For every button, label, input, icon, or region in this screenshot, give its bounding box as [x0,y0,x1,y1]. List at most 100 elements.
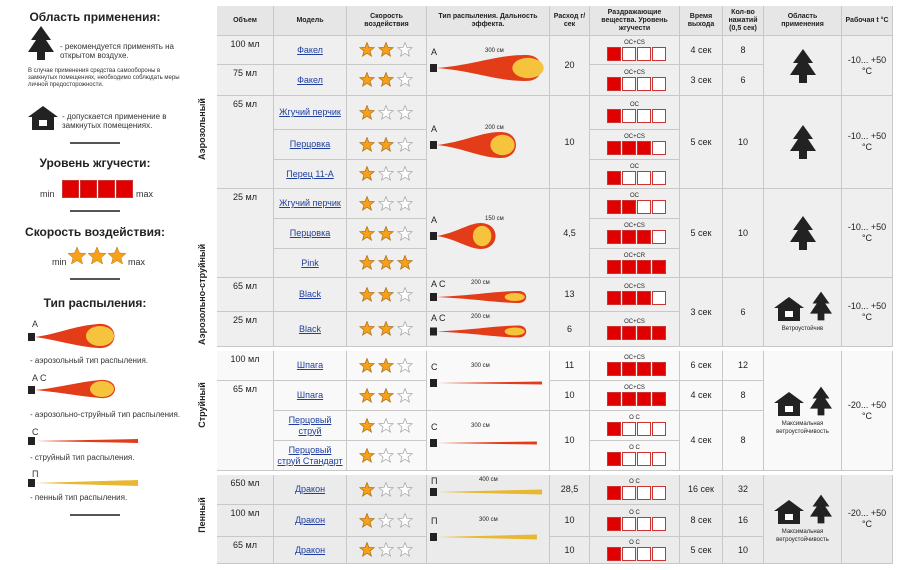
legend-aerosol-text: - аэрозольный тип распыления. [30,356,148,365]
header-presses: Кол-во нажатий (0,5 сек) [723,6,764,36]
substance-label: O C [629,445,640,451]
tree-icon [789,216,816,250]
header-temp: Рабочая t °C [842,6,893,36]
time-cell: 4 сек [680,36,723,65]
model-link[interactable]: Перцовка [289,139,331,149]
time-cell: 3 сек [680,278,723,347]
volume-cell: 100 мл [217,351,274,381]
model-link[interactable]: Жгучий перчик [279,198,341,208]
tree-icon [789,125,816,159]
group-label-aerosol: Аэрозольный [197,98,207,160]
star-empty-icon [396,286,413,302]
aerosol-spray-icon [28,323,115,349]
model-cell: Black [274,278,347,312]
presses-cell: 10 [723,537,764,564]
foam-spray-icon [430,532,537,541]
star-rating [358,542,413,558]
area-note: Максимальная ветроустойчивость [776,529,829,543]
thickness-scale [607,422,666,436]
legend-speed-title: Скорость воздействия: [25,225,165,239]
spray-distance-label: 400 см [479,477,498,483]
legend-max: max [128,257,146,267]
model-link[interactable]: Перцовка [289,228,331,238]
model-link[interactable]: Факел [297,44,323,55]
model-link[interactable]: Шпага [296,390,324,400]
star-empty-icon [377,512,394,528]
speed-cell [347,130,427,160]
spray-distance-label: 300 см [471,423,490,429]
model-link[interactable]: Pink [301,257,319,268]
model-link[interactable]: Black [298,289,321,299]
star-empty-icon [396,387,413,403]
speed-cell [347,249,427,278]
substance-label: OC+CS [624,284,645,290]
spray-cell: A C 200 см [427,312,550,347]
model-link[interactable]: Перцовый струй Стандарт [277,444,343,466]
star-rating [358,136,413,152]
temp-cell: -20... +50 °C [842,475,893,564]
legend-aerojet-text: - аэрозольно-струйный тип распыления. [30,410,181,419]
thickness-scale [607,200,666,214]
substance-label: OC+CR [623,252,646,259]
consumption-cell: 20 [550,36,590,96]
spray-distance-label: 200 см [471,314,490,320]
house-icon [773,500,804,524]
model-link[interactable]: Black [298,323,321,334]
jet-spray-icon [28,437,138,445]
model-link[interactable]: Дракон [294,484,326,494]
legend-min: min [40,189,55,199]
header-speed: Скорость воздействия [347,6,427,36]
star-rating [358,481,413,497]
star-empty-icon [377,447,394,463]
model-link[interactable]: Перец 11-А [286,168,334,179]
group-spacer [217,347,893,351]
thickness-scale [607,46,666,61]
consumption-cell: 13 [550,278,590,312]
model-link[interactable]: Дракон [294,544,326,555]
star-empty-icon [396,195,413,211]
spray-distance-label: 300 см [485,48,504,54]
model-link[interactable]: Перцовый струй [288,414,332,436]
star-rating [358,42,413,58]
model-cell: Факел [274,65,347,96]
spray-distance-label: 200 см [471,280,490,286]
foam-spray-icon [28,479,138,487]
spray-cell: A 200 см [427,96,550,189]
model-link[interactable]: Шпага [296,360,324,370]
model-cell: Дракон [274,505,347,537]
model-link[interactable]: Дракон [294,515,326,525]
star-filled-icon [377,72,394,88]
spray-cell: A 300 см [427,36,550,96]
presses-cell: 16 [723,505,764,537]
house-icon [28,106,58,130]
model-link[interactable]: Факел [297,74,323,85]
temp-cell: -10... +50 °C [842,96,893,189]
spray-type-label: C [431,362,438,372]
spray-type-label: П [431,476,438,486]
presses-cell: 32 [723,475,764,505]
spray-distance-label: 300 см [479,516,498,523]
spray-type-label: П [431,515,438,526]
time-cell: 5 сек [680,537,723,564]
time-cell: 4 сек [680,411,723,471]
star-rating [358,195,413,211]
spray-distance-label: 200 см [485,124,504,131]
legend-thickness-scale [62,180,133,198]
thickness-scale [607,546,666,561]
substance-label: OC+CS [624,385,645,391]
presses-cell: 6 [723,65,764,96]
star-rating [358,417,413,433]
speed-cell [347,96,427,130]
spray-cell: П 400 см [427,475,550,505]
star-filled-icon [358,286,375,302]
volume-cell: 100 мл [217,36,274,65]
jet-spray-icon [430,379,542,387]
star-empty-icon [396,542,413,558]
group-label-aerojet: Аэрозольно-струйный [197,243,207,345]
spray-cell: A 150 см [427,189,550,278]
model-link[interactable]: Жгучий перчик [279,107,341,117]
tree-icon [809,494,832,524]
irritant-cell: OC+CS [590,351,680,381]
consumption-cell: 6 [550,312,590,347]
star-filled-icon [358,387,375,403]
